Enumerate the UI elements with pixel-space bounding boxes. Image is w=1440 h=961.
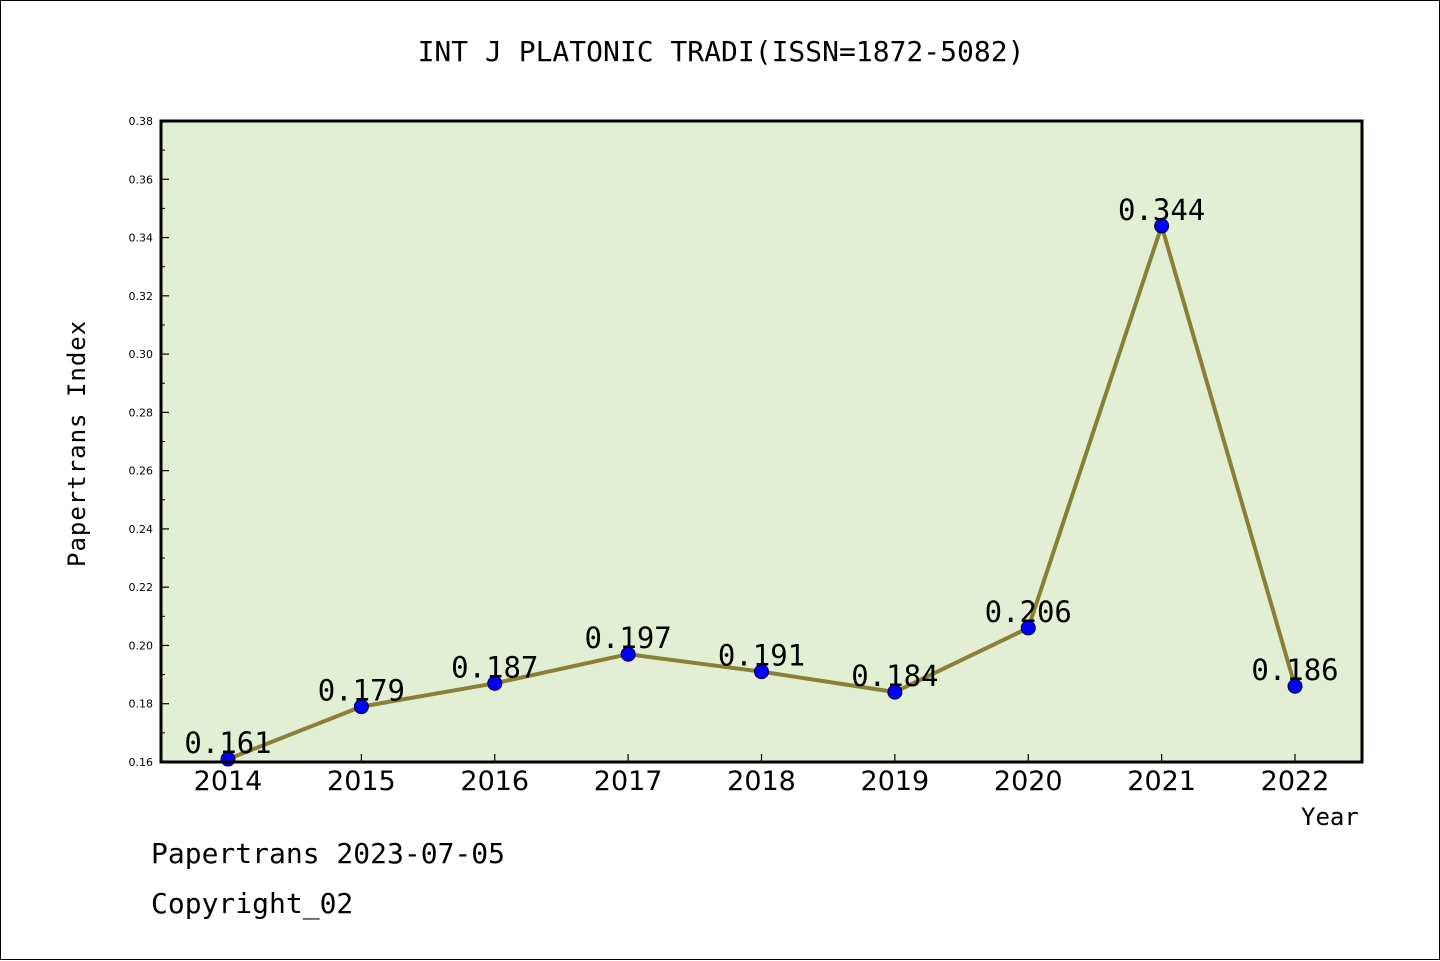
y-tick-label: 0.16 [129,756,154,769]
x-axis-label: Year [1301,803,1359,831]
x-tick-label: 2022 [1261,766,1330,797]
y-tick-label: 0.38 [129,115,154,128]
x-tick-label: 2020 [994,766,1063,797]
y-tick-label: 0.36 [129,173,154,186]
y-tick-label: 0.22 [129,581,154,594]
x-tick-label: 2014 [194,766,263,797]
y-tick-label: 0.30 [129,348,154,361]
data-label: 0.184 [851,659,938,693]
data-point [1287,678,1303,694]
data-label: 0.206 [985,595,1072,629]
y-tick-label: 0.20 [129,639,154,652]
y-tick-label: 0.24 [129,523,154,536]
data-point [1020,620,1036,636]
x-tick-label: 2018 [727,766,796,797]
data-label: 0.344 [1118,193,1205,227]
footer-copyright: Copyright_02 [151,887,354,920]
y-tick-label: 0.18 [129,698,154,711]
data-label: 0.161 [184,726,271,760]
data-point [887,684,903,700]
x-tick-label: 2015 [327,766,396,797]
data-point [353,699,369,715]
y-tick-label: 0.28 [129,406,154,419]
data-point [754,664,769,680]
data-label: 0.191 [718,639,805,673]
y-tick-label: 0.32 [129,290,154,303]
data-label: 0.186 [1251,653,1338,687]
plot-border [159,119,1364,764]
x-tick-label: 2016 [460,766,529,797]
y-tick-label: 0.34 [129,232,154,245]
chart-title: INT J PLATONIC TRADI(ISSN=1872-5082) [417,35,1025,68]
footer-date: Papertrans 2023-07-05 [151,837,506,870]
y-tick-label: 0.26 [129,465,154,478]
data-point [487,675,503,691]
x-tick-label: 2021 [1127,766,1196,797]
data-point [1154,218,1170,234]
x-tick-label: 2019 [861,766,930,797]
data-label: 0.187 [451,650,538,684]
data-label: 0.197 [584,621,671,655]
x-tick-label: 2017 [594,766,663,797]
data-label: 0.179 [318,674,405,708]
data-point [620,646,636,662]
